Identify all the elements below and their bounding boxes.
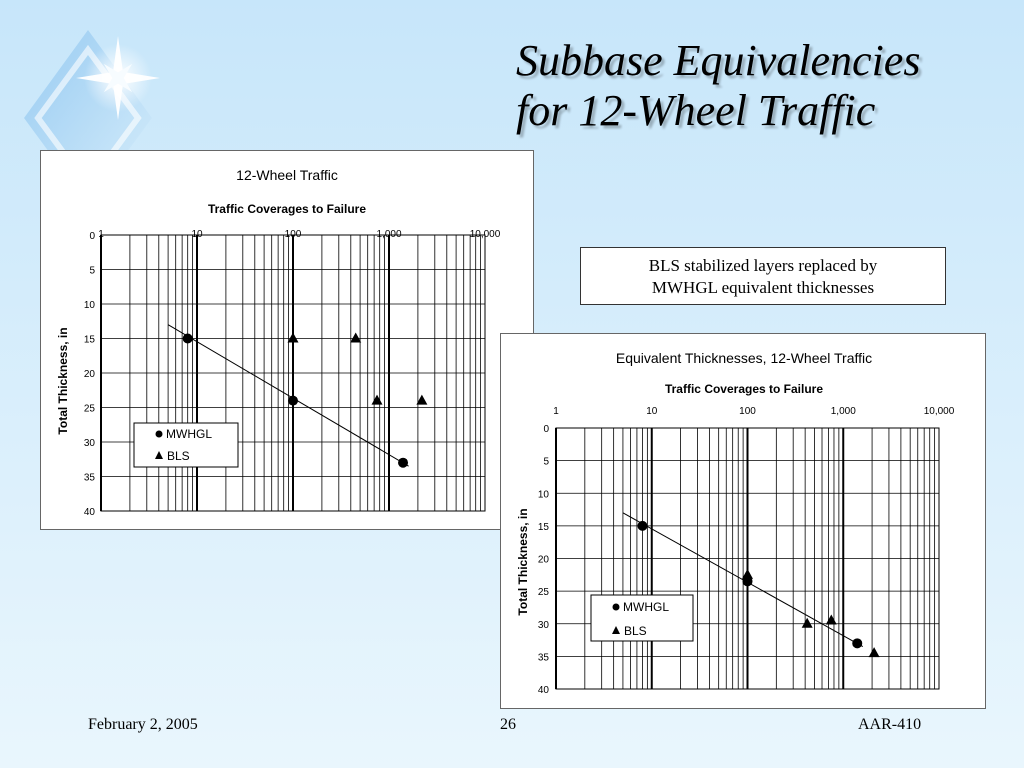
legend-marker-mwhgl bbox=[612, 603, 620, 611]
x-tick-label: 10,000 bbox=[470, 229, 501, 240]
data-point-bls bbox=[868, 647, 880, 658]
slide-title: Subbase Equivalencies for 12-Wheel Traff… bbox=[516, 36, 920, 136]
y-tick-label: 40 bbox=[538, 685, 550, 696]
x-tick-label: 100 bbox=[739, 406, 756, 417]
legend-marker-bls bbox=[612, 626, 620, 634]
chart-12-wheel-traffic-svg: 12-Wheel Traffic Traffic Coverages to Fa… bbox=[56, 167, 501, 518]
legend-marker-bls bbox=[155, 451, 163, 459]
data-point-mwhgl bbox=[398, 457, 409, 468]
x-tick-labels: 1 10 100 1,000 10,000 bbox=[553, 406, 955, 417]
x-tick-label: 1 bbox=[98, 229, 104, 240]
x-tick-labels: 1 10 100 1,000 10,000 bbox=[98, 229, 501, 240]
data-point-mwhgl bbox=[742, 576, 753, 587]
y-tick-label: 35 bbox=[84, 473, 96, 484]
chart-title: 12-Wheel Traffic bbox=[236, 167, 338, 183]
x-tick-label: 1 bbox=[553, 406, 559, 417]
y-tick-label: 5 bbox=[543, 457, 549, 468]
data-point-mwhgl bbox=[852, 638, 863, 649]
y-tick-label: 5 bbox=[89, 266, 95, 277]
y-tick-label: 30 bbox=[538, 620, 550, 631]
y-tick-label: 10 bbox=[84, 300, 96, 311]
chart-grid bbox=[100, 234, 486, 512]
trendline bbox=[167, 324, 409, 467]
data-point-bls bbox=[350, 332, 362, 343]
chart-equivalent-thicknesses-svg: Equivalent Thicknesses, 12-Wheel Traffic… bbox=[516, 350, 955, 696]
legend-label-bls: BLS bbox=[624, 624, 647, 638]
footer-page-number: 26 bbox=[500, 716, 516, 733]
note-line2: MWHGL equivalent thicknesses bbox=[651, 278, 875, 297]
y-axis-label: Total Thickness, in bbox=[56, 327, 70, 434]
legend-marker-mwhgl bbox=[155, 430, 163, 438]
legend-label-mwhgl: MWHGL bbox=[623, 600, 669, 614]
y-tick-label: 25 bbox=[84, 404, 96, 415]
y-tick-label: 0 bbox=[89, 231, 95, 242]
data-point-bls bbox=[825, 614, 837, 625]
trendline-segment bbox=[167, 324, 409, 467]
y-tick-label: 0 bbox=[543, 424, 549, 435]
x-tick-label: 100 bbox=[285, 229, 302, 240]
data-points bbox=[637, 520, 880, 658]
note-line1: BLS stabilized layers replaced by bbox=[648, 256, 878, 275]
y-tick-label: 30 bbox=[84, 438, 96, 449]
y-tick-label: 25 bbox=[538, 587, 550, 598]
data-point-bls bbox=[416, 394, 428, 405]
chart-title: Equivalent Thicknesses, 12-Wheel Traffic bbox=[616, 350, 872, 366]
legend-label-bls: BLS bbox=[167, 449, 190, 463]
legend-box bbox=[590, 594, 694, 642]
y-tick-label: 20 bbox=[84, 369, 96, 380]
x-tick-label: 1,000 bbox=[376, 229, 401, 240]
x-tick-label: 10,000 bbox=[924, 406, 955, 417]
y-tick-labels: 0 5 10 15 20 25 30 35 40 bbox=[538, 424, 550, 696]
x-tick-label: 10 bbox=[646, 406, 658, 417]
y-tick-label: 35 bbox=[538, 652, 550, 663]
y-tick-label: 20 bbox=[538, 555, 550, 566]
slide-title-line1: Subbase Equivalencies bbox=[516, 36, 921, 85]
y-axis-label: Total Thickness, in bbox=[516, 508, 530, 615]
chart-equivalent-thicknesses: Equivalent Thicknesses, 12-Wheel Traffic… bbox=[500, 333, 986, 709]
y-tick-labels: 0 5 10 15 20 25 30 35 40 bbox=[84, 231, 96, 518]
chart-12-wheel-traffic: 12-Wheel Traffic Traffic Coverages to Fa… bbox=[40, 150, 534, 530]
legend-box bbox=[133, 422, 239, 468]
x-axis-label: Traffic Coverages to Failure bbox=[208, 202, 366, 216]
x-tick-label: 1,000 bbox=[831, 406, 856, 417]
footer-date: February 2, 2005 bbox=[88, 716, 198, 733]
legend-label-mwhgl: MWHGL bbox=[166, 427, 212, 441]
data-points bbox=[182, 332, 428, 468]
footer-course-code: AAR-410 bbox=[858, 716, 922, 733]
x-tick-label: 10 bbox=[191, 229, 203, 240]
data-point-mwhgl bbox=[637, 520, 648, 531]
data-point-bls bbox=[287, 332, 299, 343]
y-tick-label: 10 bbox=[538, 489, 550, 500]
y-tick-label: 15 bbox=[538, 522, 550, 533]
data-point-bls bbox=[742, 568, 753, 579]
note-box: BLS stabilized layers replaced by MWHGL … bbox=[580, 247, 946, 305]
y-tick-label: 40 bbox=[84, 507, 96, 518]
data-point-bls bbox=[371, 394, 383, 405]
y-tick-label: 15 bbox=[84, 335, 96, 346]
chart-labels: 12-Wheel Traffic Traffic Coverages to Fa… bbox=[56, 167, 366, 435]
x-axis-label: Traffic Coverages to Failure bbox=[665, 382, 823, 396]
data-point-mwhgl bbox=[288, 395, 298, 406]
chart-labels: Equivalent Thicknesses, 12-Wheel Traffic… bbox=[516, 350, 872, 616]
chart-legend: MWHGL BLS bbox=[590, 594, 694, 642]
data-point-bls bbox=[801, 617, 813, 628]
chart-grid bbox=[555, 427, 940, 690]
data-point-mwhgl bbox=[182, 333, 193, 344]
slide-title-line2: for 12-Wheel Traffic bbox=[516, 86, 876, 135]
chart-legend: MWHGL BLS bbox=[133, 422, 239, 468]
